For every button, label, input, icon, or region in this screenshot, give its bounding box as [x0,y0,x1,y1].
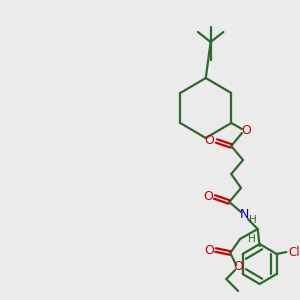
Text: N: N [239,208,249,221]
Text: O: O [233,260,243,274]
Text: O: O [204,244,214,256]
Text: H: H [249,215,257,225]
Text: O: O [241,124,251,137]
Text: H: H [248,234,256,244]
Text: O: O [203,190,213,203]
Text: O: O [205,134,214,148]
Text: Cl: Cl [288,245,300,259]
